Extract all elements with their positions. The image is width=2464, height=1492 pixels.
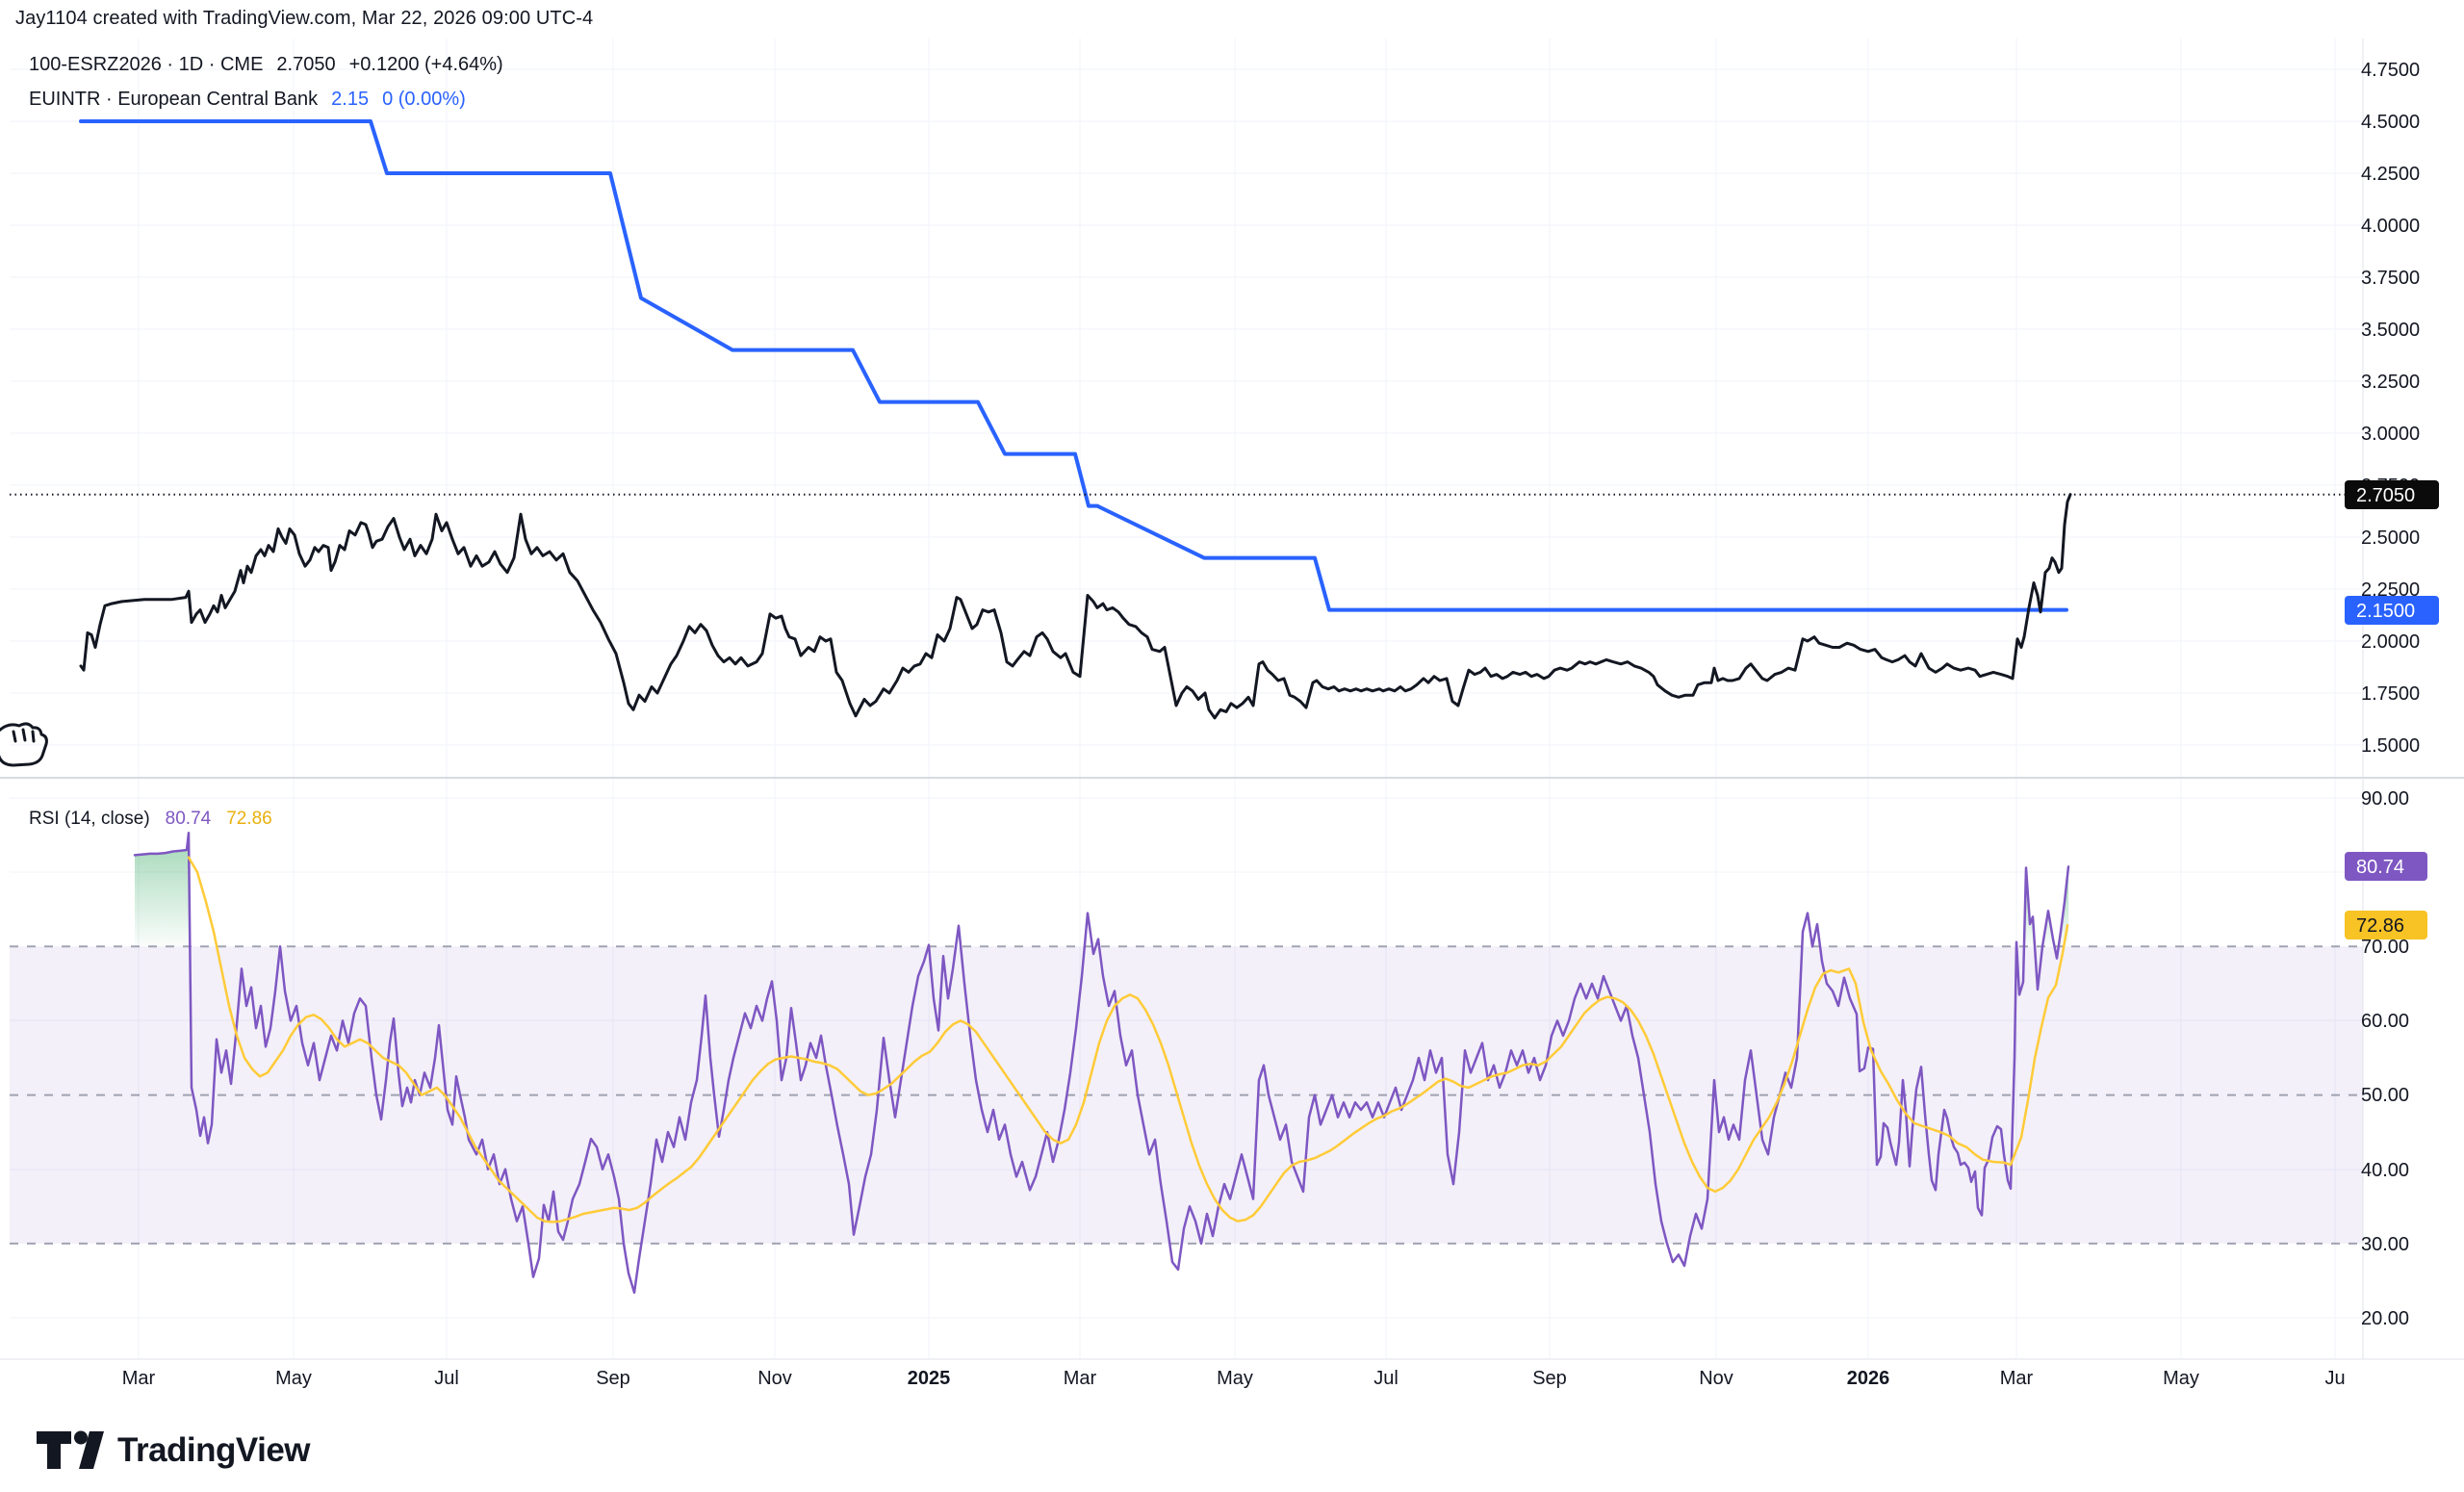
rsi-overbought-fill bbox=[2014, 866, 2070, 947]
time-axis-label: Jul bbox=[434, 1368, 459, 1389]
gridlines bbox=[10, 39, 2363, 1359]
price-axis-label: 2.0000 bbox=[2361, 631, 2420, 653]
legend-row-euintr[interactable]: EUINTR · European Central Bank 2.15 0 (0… bbox=[29, 89, 466, 111]
svg-text:72.86: 72.86 bbox=[2356, 915, 2404, 937]
time-axis-label: Ju bbox=[2324, 1368, 2345, 1389]
svg-text:2.1500: 2.1500 bbox=[2356, 601, 2415, 622]
rsi-overbought-fill bbox=[135, 833, 192, 947]
tradingview-logo-icon bbox=[37, 1430, 104, 1469]
legend-row-esrz[interactable]: 100-ESRZ2026 · 1D · CME 2.7050 +0.1200 (… bbox=[29, 54, 503, 76]
last-price-euintr: 2.15 bbox=[331, 89, 370, 110]
price-axis[interactable]: 4.7500 4.5000 4.2500 4.0000 3.7500 3.5000 3.25… bbox=[2361, 60, 2420, 1329]
time-axis-label: Nov bbox=[757, 1368, 792, 1389]
last-price-badge-euintr: 2.1500 bbox=[2345, 596, 2439, 625]
price-axis-label: 3.2500 bbox=[2361, 372, 2420, 393]
price-axis-label: 3.0000 bbox=[2361, 424, 2420, 445]
tradingview-logo-text: TradingView bbox=[117, 1431, 311, 1469]
last-price-esrz: 2.7050 bbox=[276, 54, 336, 75]
time-axis-label: 2025 bbox=[908, 1368, 951, 1389]
series-100-esrz2026 bbox=[79, 493, 2072, 720]
price-axis-label: 2.5000 bbox=[2361, 527, 2420, 549]
price-axis-label: 90.00 bbox=[2361, 788, 2409, 810]
svg-text:2.7050: 2.7050 bbox=[2356, 485, 2415, 506]
rsi-band bbox=[10, 945, 2363, 1245]
price-axis-label: 20.00 bbox=[2361, 1308, 2409, 1329]
price-axis-label: 1.7500 bbox=[2361, 683, 2420, 705]
time-axis-label: Sep bbox=[1532, 1368, 1567, 1389]
rsi-indicator-title[interactable]: RSI (14, close) bbox=[29, 809, 150, 829]
price-axis-label: 3.7500 bbox=[2361, 268, 2420, 289]
time-axis-label: Mar bbox=[2000, 1368, 2034, 1389]
time-axis-label: Nov bbox=[1699, 1368, 1733, 1389]
price-axis-label: 60.00 bbox=[2361, 1011, 2409, 1032]
price-axis-label: 70.00 bbox=[2361, 937, 2409, 958]
time-axis-label: May bbox=[2163, 1368, 2199, 1389]
price-axis-label: 3.5000 bbox=[2361, 320, 2420, 341]
symbol-title-euintr[interactable]: EUINTR · European Central Bank bbox=[29, 89, 319, 110]
time-axis-label: Mar bbox=[1064, 1368, 1097, 1389]
rsi-value: 80.74 bbox=[165, 809, 212, 829]
rsi-legend[interactable]: RSI (14, close) 80.74 72.86 bbox=[29, 809, 272, 830]
time-axis-label: Jul bbox=[1373, 1368, 1399, 1389]
time-axis[interactable]: Mar May Jul Sep Nov 2025 Mar May Jul Sep Nov 2026 Ma… bbox=[122, 1368, 2346, 1389]
price-axis-label: 1.5000 bbox=[2361, 735, 2420, 757]
price-axis-label: 4.0000 bbox=[2361, 216, 2420, 237]
change-euintr: 0 (0.00%) bbox=[382, 89, 466, 110]
rsi-ma-value: 72.86 bbox=[226, 809, 272, 829]
hand-icon bbox=[0, 722, 48, 767]
price-axis-label: 30.00 bbox=[2361, 1234, 2409, 1255]
change-esrz: +0.1200 (+4.64%) bbox=[348, 54, 503, 75]
time-axis-label: May bbox=[1217, 1368, 1253, 1389]
price-axis-label: 4.7500 bbox=[2361, 60, 2420, 81]
svg-text:80.74: 80.74 bbox=[2356, 857, 2404, 878]
tradingview-logo[interactable]: TradingView bbox=[35, 1428, 311, 1473]
price-axis-label: 4.5000 bbox=[2361, 112, 2420, 133]
price-axis-label: 50.00 bbox=[2361, 1085, 2409, 1106]
price-axis-label: 4.2500 bbox=[2361, 164, 2420, 185]
time-axis-label: May bbox=[275, 1368, 312, 1389]
time-axis-label: 2026 bbox=[1847, 1368, 1890, 1389]
series-rsi-based-ma bbox=[187, 856, 2069, 1223]
rsi-ma-value-badge: 72.86 bbox=[2345, 911, 2427, 939]
rsi-value-badge: 80.74 bbox=[2345, 852, 2427, 881]
symbol-title-esrz[interactable]: 100-ESRZ2026 · 1D · CME bbox=[29, 54, 264, 75]
price-axis-label: 2.2500 bbox=[2361, 579, 2420, 601]
price-axis-label: 40.00 bbox=[2361, 1160, 2409, 1181]
attribution-text: Jay1104 created with TradingView.com, Ma… bbox=[15, 8, 594, 29]
last-price-badge-esrz: 2.7050 bbox=[2345, 480, 2439, 509]
time-axis-label: Mar bbox=[122, 1368, 156, 1389]
time-axis-label: Sep bbox=[596, 1368, 630, 1389]
series-euintr bbox=[79, 119, 2068, 612]
series-rsi bbox=[133, 832, 2070, 1295]
